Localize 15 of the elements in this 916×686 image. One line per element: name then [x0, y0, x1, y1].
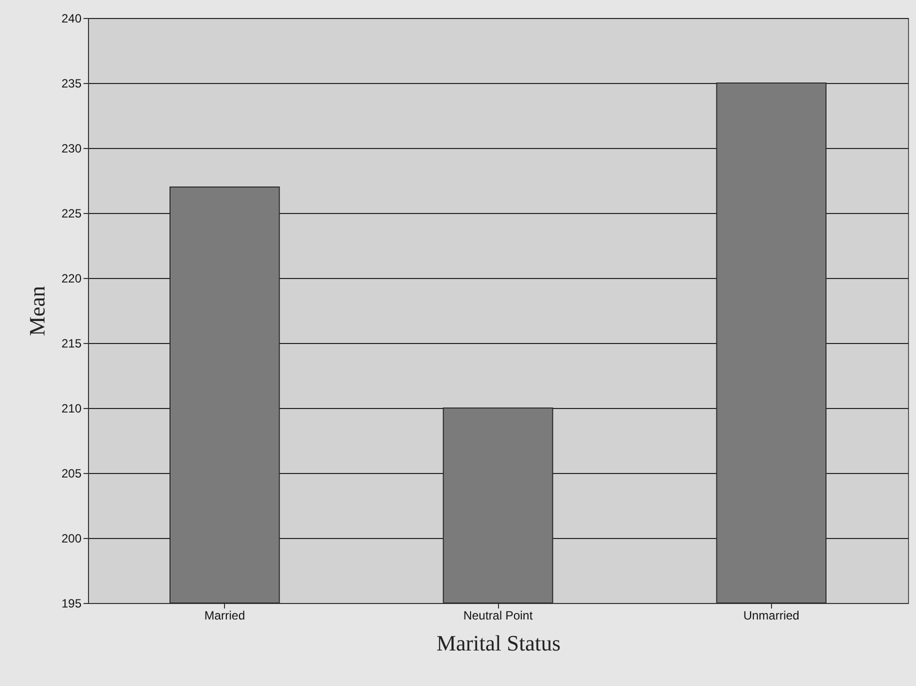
y-tick-label: 240	[61, 12, 82, 26]
y-tick-label: 200	[61, 532, 82, 546]
y-tick-label: 235	[61, 76, 82, 90]
x-tick-label: Unmarried	[743, 608, 800, 622]
y-tick-label: 205	[61, 466, 82, 480]
y-tick-label: 210	[61, 402, 82, 416]
y-tick-label: 195	[61, 596, 82, 610]
x-axis-title: Marital Status	[436, 630, 561, 656]
y-axis-title: Mean	[24, 286, 50, 336]
x-tick-label: Neutral Point	[463, 608, 534, 622]
y-tick-label: 225	[61, 206, 82, 220]
y-tick-label: 220	[61, 272, 82, 286]
x-tick-label: Married	[204, 608, 246, 622]
y-tick-label: 230	[61, 142, 82, 156]
y-tick-label: 215	[61, 336, 82, 350]
